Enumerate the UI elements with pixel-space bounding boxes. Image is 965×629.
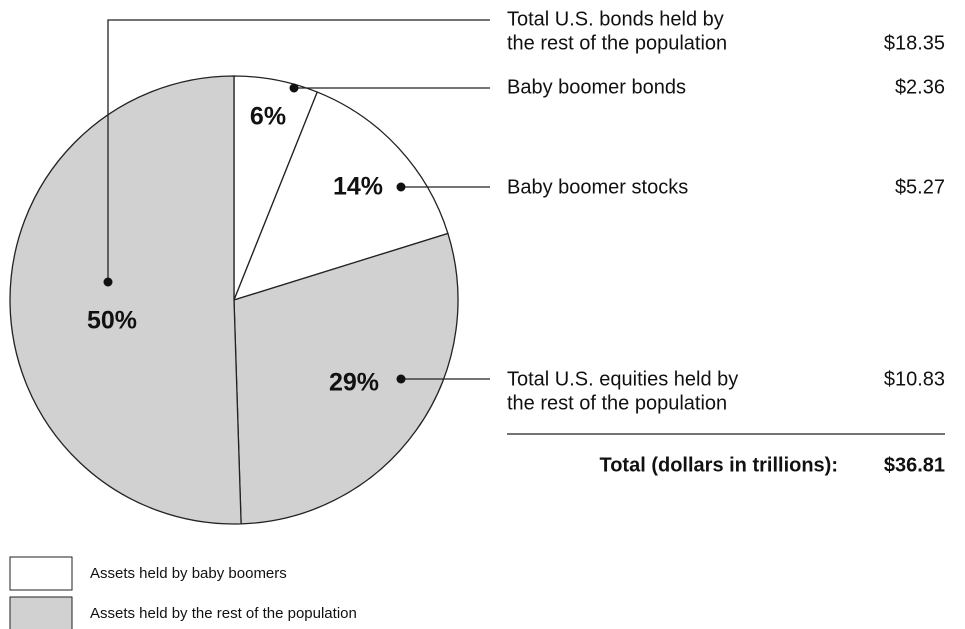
leader-dot — [289, 83, 299, 93]
amount-label: $2.36 — [895, 76, 945, 98]
amount-label: $18.35 — [884, 32, 945, 54]
total-amount: $36.81 — [884, 454, 945, 476]
pie-slice — [232, 91, 449, 302]
amount-label: $5.27 — [895, 176, 945, 198]
leader-dot — [396, 374, 406, 384]
total-label: Total (dollars in trillions): — [599, 454, 838, 476]
amount-label: $10.83 — [884, 368, 945, 390]
legend-swatch — [9, 596, 73, 629]
category-label: Total U.S. bonds held by — [507, 8, 724, 30]
percent-label: 29% — [329, 369, 379, 397]
percent-label: 50% — [87, 307, 137, 335]
category-label: the rest of the population — [507, 392, 727, 414]
legend-swatch — [9, 556, 73, 591]
leader-line — [107, 19, 490, 282]
leader-dot — [396, 182, 406, 192]
legend-label: Assets held by baby boomers — [90, 565, 287, 582]
category-label: Baby boomer stocks — [507, 176, 688, 198]
category-label: the rest of the population — [507, 32, 727, 54]
legend-label: Assets held by the rest of the populatio… — [90, 605, 357, 622]
leader-dot — [103, 277, 113, 287]
percent-label: 14% — [333, 173, 383, 201]
percent-label: 6% — [250, 103, 286, 131]
pie-slice — [233, 232, 459, 525]
category-label: Baby boomer bonds — [507, 76, 686, 98]
category-label: Total U.S. equities held by — [507, 368, 738, 390]
pie-slice — [9, 75, 242, 525]
